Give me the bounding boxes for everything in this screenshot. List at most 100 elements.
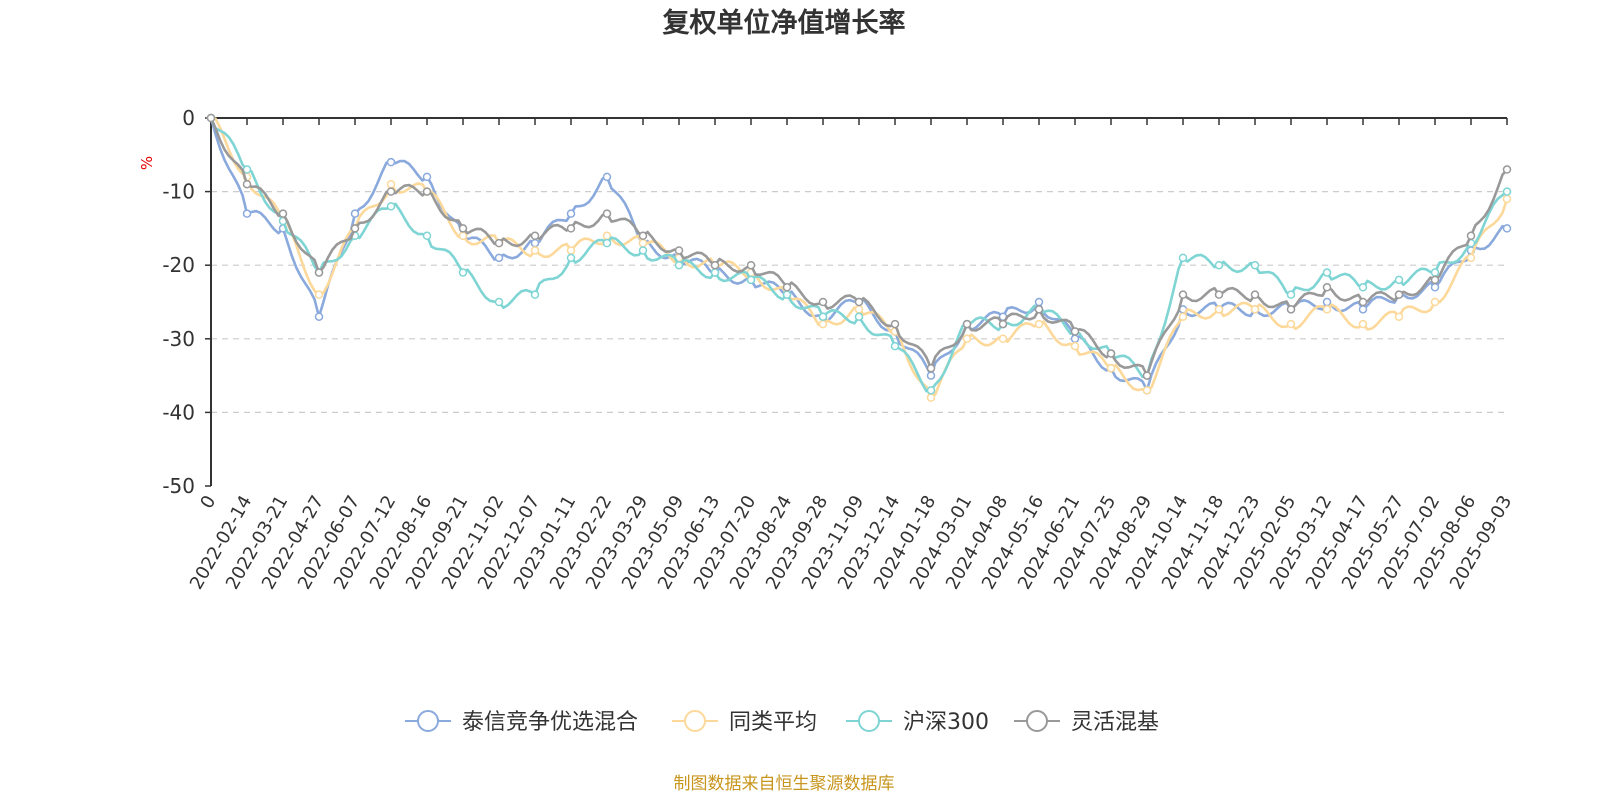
legend: 泰信竞争优选混合 同类平均 沪深300 灵活混基 — [405, 710, 1159, 735]
series-point — [1394, 312, 1404, 321]
series-point — [1214, 290, 1224, 299]
series-point — [854, 312, 864, 321]
y-tick-label: 0 — [182, 106, 195, 130]
series-point — [386, 202, 396, 211]
series-point — [1214, 305, 1224, 314]
series-point — [1322, 297, 1332, 307]
y-axis-unit: % — [138, 156, 156, 170]
series-point — [314, 290, 324, 299]
x-tick-labels: 02022-02-142022-03-212022-04-272022-06-0… — [186, 492, 1516, 593]
series-point — [962, 334, 972, 344]
series-point — [1286, 305, 1296, 314]
series-point — [1502, 194, 1512, 204]
series-point — [530, 238, 540, 248]
series-point — [1214, 260, 1224, 270]
series-point — [602, 238, 612, 248]
series-point — [1034, 297, 1044, 307]
series-point — [1394, 275, 1404, 285]
series-point — [386, 157, 396, 167]
series-point — [530, 231, 540, 241]
y-tick-label: -50 — [162, 474, 195, 498]
series-point — [242, 209, 252, 218]
legend-label: 泰信竞争优选混合 — [462, 710, 638, 735]
series-point — [494, 253, 504, 263]
series-point — [530, 290, 540, 299]
series-point — [1070, 327, 1080, 336]
series-point — [998, 334, 1008, 344]
chart-title: 复权单位净值增长率 — [663, 7, 906, 39]
legend-item[interactable]: 同类平均 — [672, 710, 817, 735]
series-point — [926, 363, 936, 373]
series-point — [1178, 290, 1188, 299]
legend-marker — [417, 710, 439, 732]
series-point — [242, 179, 252, 189]
series-point — [926, 386, 936, 395]
legend-label: 同类平均 — [729, 710, 817, 735]
series-line — [209, 117, 1508, 392]
legend-item[interactable]: 泰信竞争优选混合 — [405, 710, 638, 735]
series-point — [602, 172, 612, 182]
y-tick-label: -40 — [162, 400, 195, 424]
series-point — [206, 113, 216, 123]
series-point — [1070, 334, 1080, 344]
series-point — [1394, 290, 1404, 299]
series-point — [494, 238, 504, 248]
series-point — [602, 209, 612, 218]
series-line — [210, 116, 1509, 399]
legend-marker — [684, 710, 706, 732]
y-tick-label: -10 — [162, 180, 195, 204]
series-point — [1250, 290, 1260, 299]
series-point — [278, 209, 288, 218]
series-point — [818, 312, 828, 321]
legend-label: 沪深300 — [903, 710, 989, 735]
series-point — [1502, 187, 1512, 196]
series-point — [494, 297, 504, 307]
legend-item[interactable]: 灵活混基 — [1014, 710, 1159, 735]
series-point — [1502, 165, 1512, 174]
series-point — [350, 209, 360, 218]
series-point — [1358, 305, 1368, 314]
series-point — [566, 253, 576, 263]
legend-marker — [1026, 710, 1048, 732]
series-point — [1106, 363, 1116, 373]
series-point — [674, 246, 684, 255]
source-note: 制图数据来自恒生聚源数据库 — [674, 774, 895, 794]
series-point — [1322, 283, 1332, 292]
series-point — [926, 371, 936, 380]
series-point — [782, 290, 792, 299]
series-point — [242, 165, 252, 174]
series-point — [386, 179, 396, 189]
y-tick-labels: 0 -10 -20 -30 -40 -50 — [162, 106, 195, 498]
series-point — [1466, 253, 1476, 263]
series-point — [1430, 283, 1440, 292]
series-point — [422, 187, 432, 196]
series-point — [782, 283, 792, 292]
series-point — [1250, 305, 1260, 314]
axes — [205, 117, 1508, 487]
series-point — [422, 172, 432, 182]
series-point — [566, 209, 576, 218]
series-point — [1286, 319, 1296, 329]
series-point — [1178, 312, 1188, 321]
series-point — [710, 260, 720, 270]
legend-item[interactable]: 沪深300 — [846, 710, 989, 735]
series-point — [674, 260, 684, 270]
series-point — [638, 231, 648, 241]
series-point — [854, 297, 864, 307]
series-point — [638, 246, 648, 255]
series-point — [1430, 297, 1440, 307]
series-point — [458, 268, 468, 277]
series-point — [314, 268, 324, 277]
series-point — [1034, 319, 1044, 329]
series-point — [818, 319, 828, 329]
series-point — [1358, 319, 1368, 329]
x-tick-label: 0 — [196, 492, 220, 512]
series-point — [1250, 260, 1260, 270]
series-point — [1178, 253, 1188, 263]
legend-marker — [858, 710, 880, 732]
grid-lines — [211, 191, 1507, 413]
series-point — [566, 224, 576, 233]
series-point — [890, 319, 900, 329]
series-line — [209, 117, 1508, 393]
series-point — [1502, 224, 1512, 233]
